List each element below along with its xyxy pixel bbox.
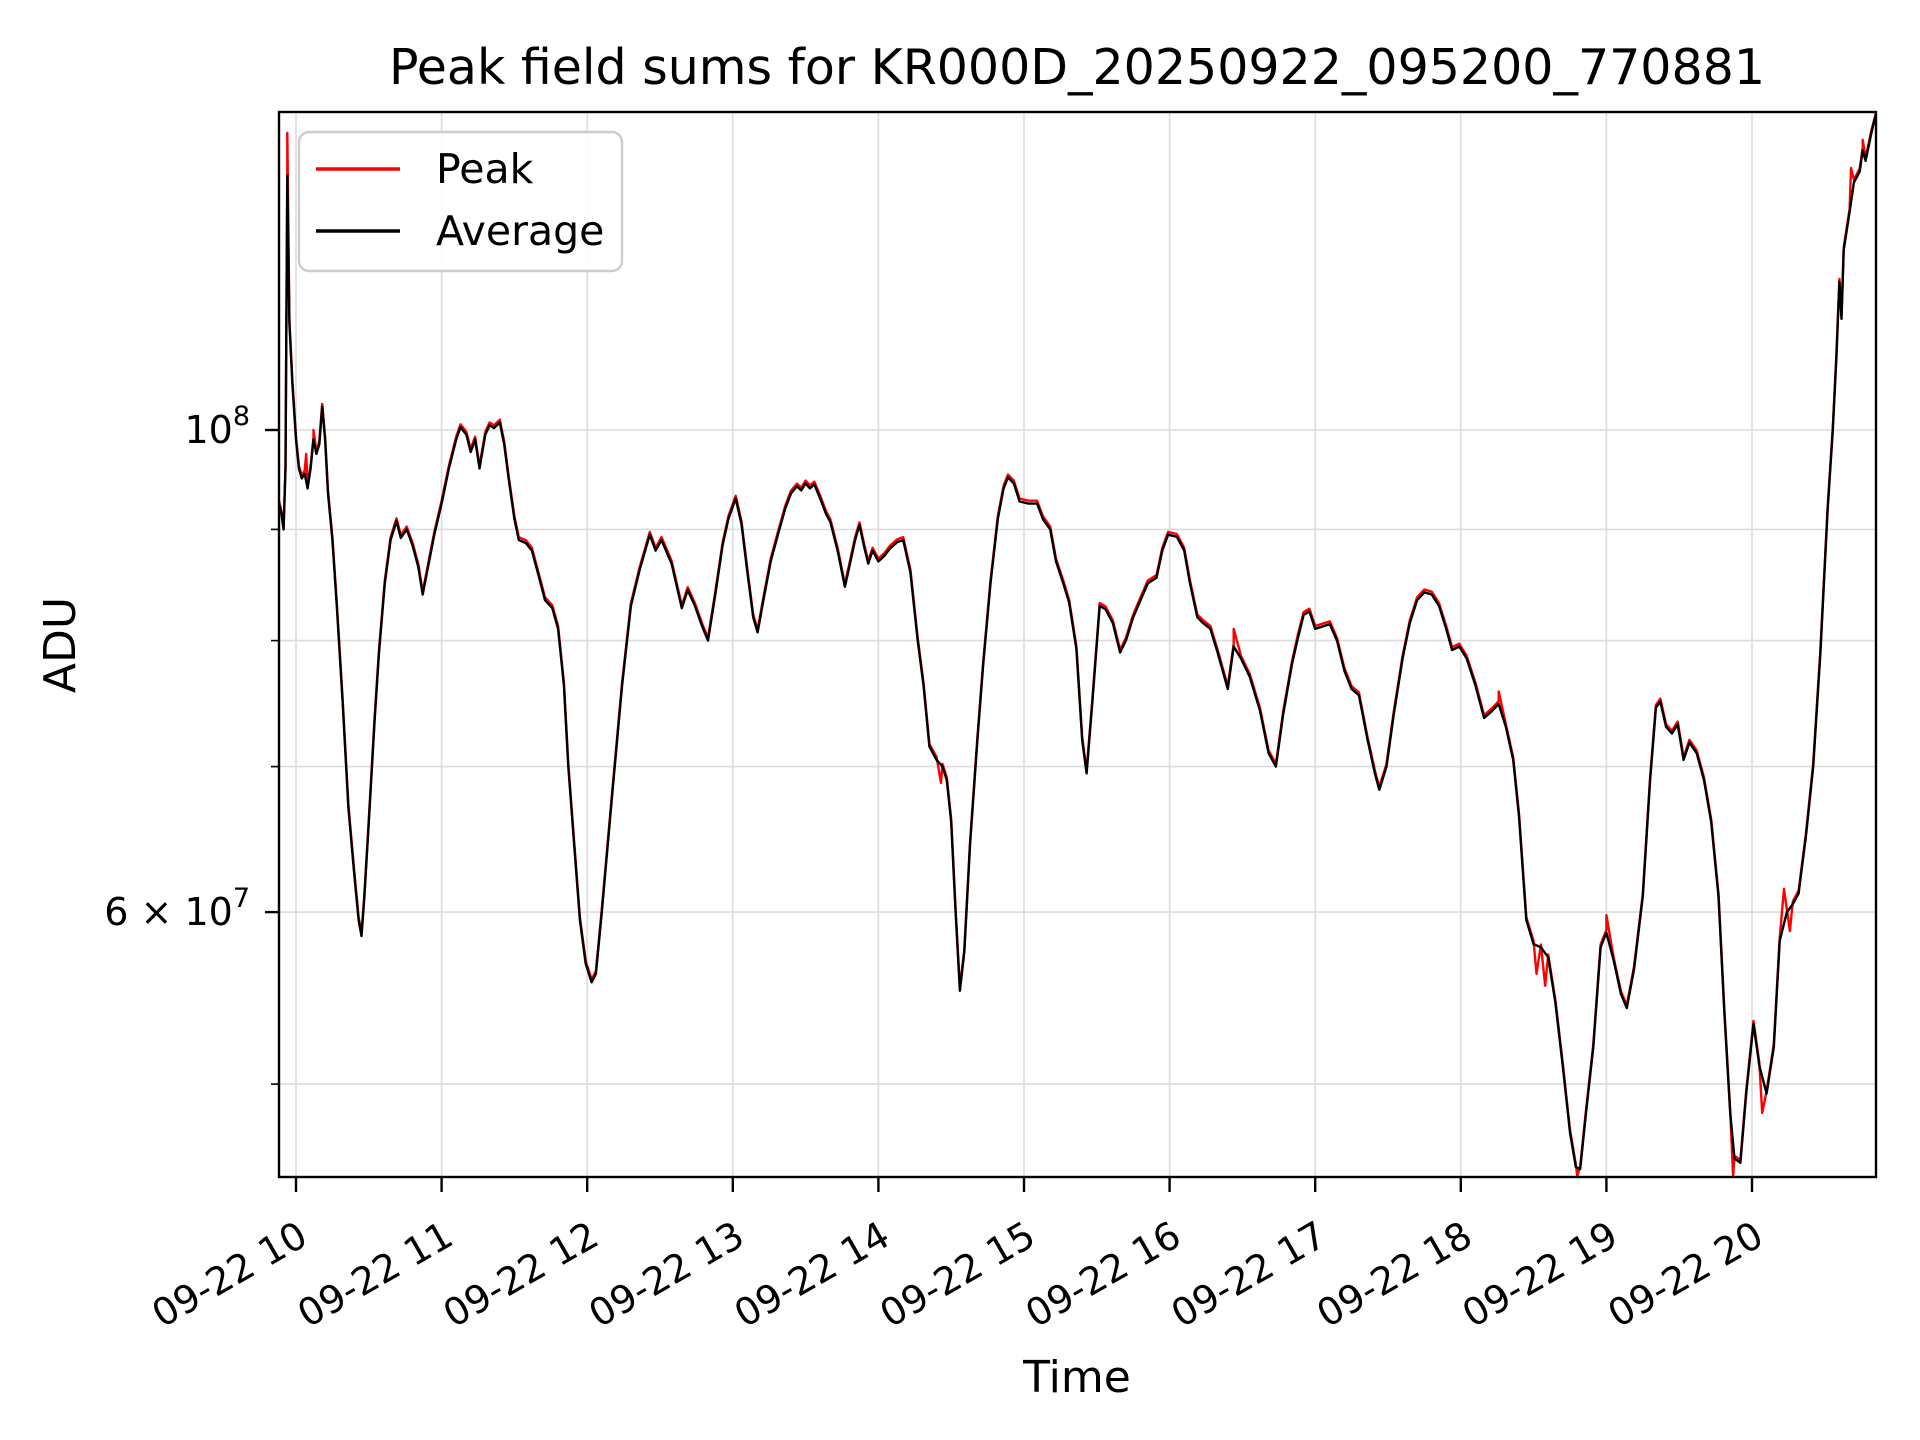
x-axis-label: Time — [1022, 1352, 1131, 1403]
data-series — [279, 112, 1876, 1177]
y-tick-label: 6 × 107 — [104, 883, 250, 934]
x-tick-label: 09-22 18 — [1309, 1213, 1479, 1337]
plot-area — [277, 110, 1878, 1179]
y-tick-label: 108 — [184, 401, 250, 452]
x-tick-label: 09-22 12 — [436, 1213, 606, 1337]
x-tick-label: 09-22 13 — [581, 1213, 751, 1337]
series-average-line — [279, 112, 1876, 1171]
y-axis-label: ADU — [35, 597, 86, 693]
x-tick-label: 09-22 14 — [727, 1213, 897, 1337]
y-tick-labels: 108 6 × 107 — [104, 401, 250, 934]
x-tick-label: 09-22 20 — [1601, 1213, 1771, 1337]
chart-title: Peak field sums for KR000D_20250922_0952… — [389, 39, 1765, 96]
x-tick-label: 09-22 15 — [873, 1213, 1043, 1337]
legend: Peak Average — [297, 130, 624, 273]
x-tick-label: 09-22 16 — [1018, 1213, 1188, 1337]
legend-entry-label: Peak — [436, 145, 534, 193]
x-tick-label: 09-22 17 — [1164, 1213, 1334, 1337]
x-tick-label: 09-22 19 — [1455, 1213, 1625, 1337]
axis-ticks — [265, 428, 1754, 1192]
legend-box — [297, 130, 624, 273]
x-tick-label: 09-22 10 — [145, 1213, 315, 1337]
legend-entry-label: Average — [436, 207, 604, 255]
x-tick-label: 09-22 11 — [290, 1213, 460, 1337]
gridlines — [279, 112, 1876, 1177]
